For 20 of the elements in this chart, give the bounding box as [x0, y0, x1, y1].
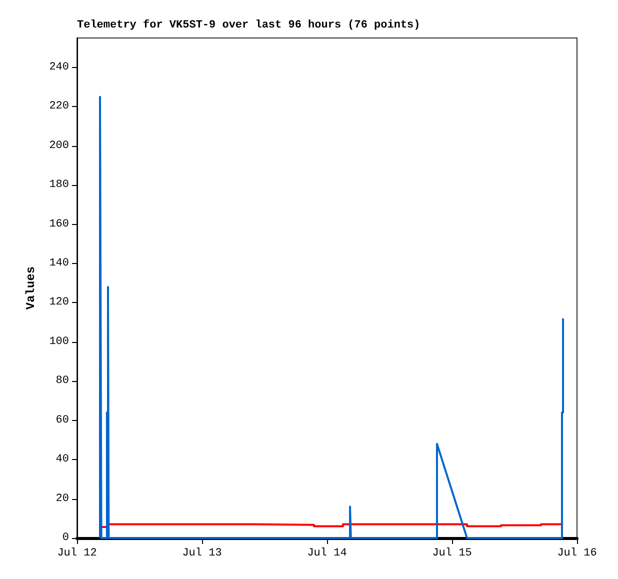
- y-tick-label: 220: [49, 100, 69, 113]
- x-tick-label: Jul 15: [432, 548, 472, 560]
- y-tick-label: 0: [62, 532, 69, 544]
- y-tick-label: 200: [49, 140, 69, 152]
- y-tick-label: 160: [49, 218, 69, 230]
- y-tick-label: 80: [56, 375, 69, 388]
- y-tick-label: 40: [56, 454, 69, 466]
- x-tick-label: Jul 12: [57, 548, 97, 560]
- x-tick-label: Jul 16: [557, 548, 597, 560]
- y-tick-label: 120: [49, 296, 69, 309]
- y-tick-label: 140: [49, 257, 69, 270]
- x-tick-label: Jul 14: [307, 548, 348, 560]
- y-tick-label: 20: [56, 492, 69, 505]
- y-tick-label: 60: [56, 414, 69, 426]
- y-tick-label: 240: [49, 61, 69, 74]
- y-tick-label: 180: [49, 179, 69, 192]
- y-axis-title: Values: [24, 266, 38, 310]
- x-tick-label: Jul 13: [182, 548, 222, 560]
- y-tick-label: 100: [49, 336, 69, 348]
- chart-title: Telemetry for VK5ST-9 over last 96 hours (76 points): [77, 18, 420, 32]
